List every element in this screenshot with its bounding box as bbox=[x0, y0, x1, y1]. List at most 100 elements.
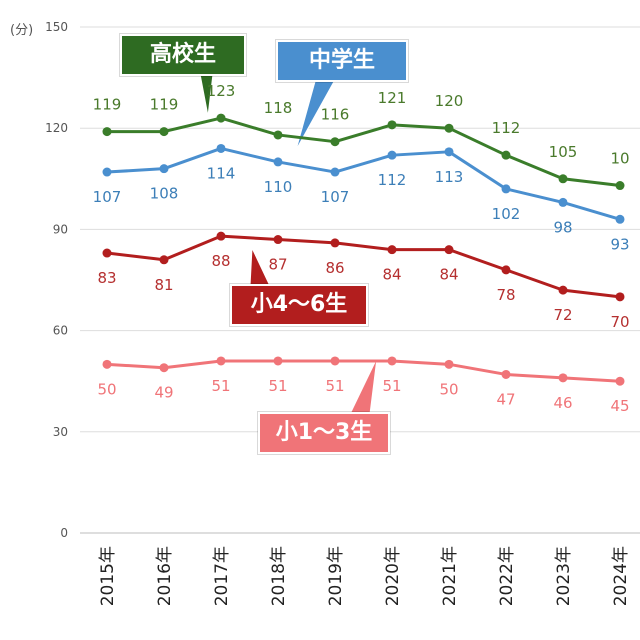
data-label-e46: 72 bbox=[553, 306, 572, 324]
data-label-e13: 51 bbox=[268, 377, 287, 395]
point-hs bbox=[615, 181, 625, 191]
data-label-hs: 116 bbox=[321, 106, 350, 124]
x-tick-label: 2015年 bbox=[98, 546, 118, 606]
data-label-e13: 51 bbox=[325, 377, 344, 395]
data-label-jh: 108 bbox=[150, 185, 179, 203]
data-label-e46: 83 bbox=[97, 269, 116, 287]
point-e46 bbox=[615, 292, 625, 302]
series-line-e46 bbox=[106, 234, 621, 299]
x-tick-label: 2016年 bbox=[155, 546, 175, 606]
point-e46 bbox=[102, 248, 112, 258]
point-e13 bbox=[102, 359, 112, 369]
data-label-e46: 84 bbox=[439, 266, 458, 284]
point-jh bbox=[330, 167, 340, 177]
point-e13 bbox=[216, 356, 226, 366]
point-jh bbox=[273, 157, 283, 167]
point-e46 bbox=[216, 231, 226, 241]
data-label-e13: 45 bbox=[610, 397, 629, 415]
y-tick-label: 150 bbox=[45, 20, 68, 34]
data-label-e13: 49 bbox=[154, 384, 173, 402]
data-label-e46: 86 bbox=[325, 259, 344, 277]
y-tick-label: 30 bbox=[53, 425, 68, 439]
data-label-hs: 105 bbox=[549, 143, 578, 161]
point-jh bbox=[216, 143, 226, 153]
data-labels: 119 119 123 118 116 121 120 112 105 10 107 108 114 11… bbox=[93, 82, 630, 415]
point-e46 bbox=[159, 255, 169, 265]
data-label-jh: 107 bbox=[93, 188, 122, 206]
point-jh bbox=[558, 197, 568, 207]
data-label-hs: 10 bbox=[610, 150, 629, 168]
x-tick-label: 2019年 bbox=[326, 546, 346, 606]
x-tick-label: 2021年 bbox=[440, 546, 460, 606]
data-label-e46: 87 bbox=[268, 256, 287, 274]
data-label-jh: 107 bbox=[321, 188, 350, 206]
data-label-e46: 81 bbox=[154, 276, 173, 294]
data-label-e46: 84 bbox=[382, 266, 401, 284]
data-label-hs: 120 bbox=[435, 92, 464, 110]
x-tick-label: 2017年 bbox=[212, 546, 232, 606]
point-hs bbox=[387, 120, 397, 130]
data-label-e13: 51 bbox=[382, 377, 401, 395]
callout-elementary-1-3: 小1～3生 bbox=[258, 412, 390, 454]
point-hs bbox=[501, 150, 511, 160]
point-e46 bbox=[273, 235, 283, 245]
callout-junior-high: 中学生 bbox=[276, 40, 408, 82]
point-hs bbox=[330, 137, 340, 147]
point-e13 bbox=[330, 356, 340, 366]
point-hs bbox=[216, 113, 226, 123]
data-label-jh: 114 bbox=[207, 164, 236, 182]
point-jh bbox=[615, 214, 625, 224]
series-line-hs bbox=[107, 116, 621, 188]
point-e13 bbox=[558, 373, 568, 383]
data-label-e13: 46 bbox=[553, 394, 572, 412]
data-label-jh: 113 bbox=[435, 168, 464, 186]
point-jh bbox=[159, 164, 169, 174]
data-label-e46: 88 bbox=[211, 252, 230, 270]
x-tick-label: 2018年 bbox=[269, 546, 289, 606]
point-jh bbox=[102, 167, 112, 177]
x-axis-ticks: 2015年 2016年 2017年 2018年 2019年 2020年 2021年 2022年… bbox=[98, 546, 631, 606]
data-label-jh: 110 bbox=[264, 178, 293, 196]
pointer-elementary-1-3 bbox=[349, 357, 378, 415]
point-jh bbox=[387, 150, 397, 160]
series-line-e13 bbox=[106, 359, 621, 383]
x-tick-label: 2023年 bbox=[554, 546, 574, 606]
x-tick-label: 2022年 bbox=[497, 546, 517, 606]
series-lines bbox=[102, 113, 625, 386]
y-axis-unit-label: (分) bbox=[10, 23, 34, 38]
point-e13 bbox=[387, 356, 397, 366]
data-label-hs: 118 bbox=[264, 99, 293, 117]
data-label-jh: 102 bbox=[492, 205, 521, 223]
pointer-elementary-4-6 bbox=[249, 247, 271, 287]
data-label-hs: 123 bbox=[207, 82, 236, 100]
callout-elementary-4-6: 小4～6生 bbox=[230, 284, 368, 326]
point-e46 bbox=[501, 265, 511, 275]
x-tick-label: 2024年 bbox=[611, 546, 631, 606]
point-jh bbox=[444, 147, 454, 157]
data-label-hs: 119 bbox=[93, 96, 122, 114]
data-label-e13: 50 bbox=[439, 380, 458, 398]
data-label-jh: 112 bbox=[378, 171, 407, 189]
callout-pointers bbox=[199, 73, 378, 415]
point-e46 bbox=[387, 245, 397, 255]
y-tick-label: 60 bbox=[53, 324, 68, 338]
data-label-hs: 119 bbox=[150, 96, 179, 114]
point-jh bbox=[501, 184, 511, 194]
data-label-e13: 50 bbox=[97, 380, 116, 398]
series-line-jh bbox=[106, 146, 621, 221]
data-label-jh: 98 bbox=[553, 218, 572, 236]
data-label-hs: 121 bbox=[378, 89, 407, 107]
point-hs bbox=[273, 130, 283, 140]
point-hs bbox=[558, 174, 568, 184]
point-hs bbox=[444, 123, 454, 133]
point-e13 bbox=[444, 359, 454, 369]
point-hs bbox=[102, 127, 112, 137]
point-e46 bbox=[330, 238, 340, 248]
y-tick-label: 120 bbox=[45, 121, 68, 135]
data-label-e46: 70 bbox=[610, 313, 629, 331]
data-label-hs: 112 bbox=[492, 119, 521, 137]
data-label-e46: 78 bbox=[496, 286, 515, 304]
callout-high-school: 高校生 bbox=[120, 34, 246, 76]
data-label-e13: 51 bbox=[211, 377, 230, 395]
